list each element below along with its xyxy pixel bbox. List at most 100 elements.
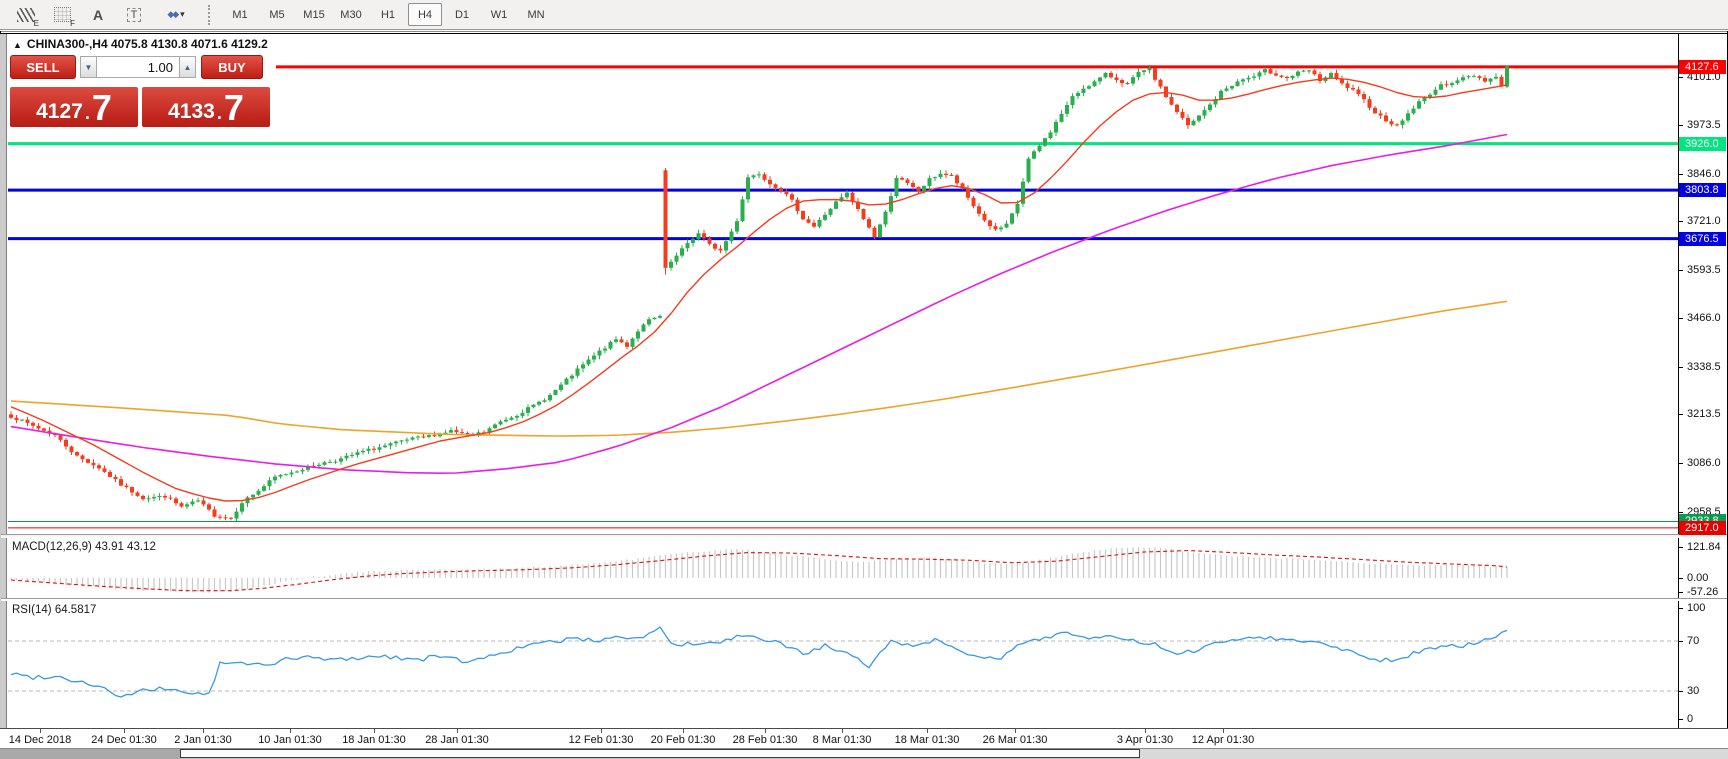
date-tick (374, 729, 375, 733)
timeframe-button-H4[interactable]: H4 (408, 3, 442, 26)
date-tick (601, 729, 602, 733)
timeframe-button-group: M1 M5 M15 M30 H1 H4 D1 W1 MN (223, 3, 556, 26)
textbox-icon[interactable]: T (118, 3, 150, 27)
date-label: 18 Jan 01:30 (342, 734, 406, 746)
ohlc-values: 4075.8 4130.8 4071.6 4129.2 (110, 37, 268, 51)
axis-tick-label: 70 (1687, 634, 1700, 647)
main-chart-pane[interactable] (8, 34, 1678, 534)
axis-tick-label: 3721.0 (1687, 215, 1721, 228)
price-axis[interactable]: 4101.0 3973.5 3846.0 3721.0 3593.5 3466.0 3338… (1679, 0, 1727, 759)
ma-mid-line (10, 133, 1508, 475)
axis-tick (1679, 690, 1683, 692)
down-arrow-icon: ▼ (84, 62, 93, 72)
axis-tick-label: 3593.5 (1687, 263, 1721, 276)
timeframe-button-M15[interactable]: M15 (303, 8, 325, 21)
axis-tick-label: 0 (1687, 712, 1694, 725)
axis-tick-label: 3846.0 (1687, 167, 1721, 180)
sell-price-display[interactable]: 4127. 7 (10, 87, 138, 127)
axis-tick (1679, 718, 1683, 720)
scrollbar-track-right[interactable] (1140, 749, 1728, 759)
date-tick (927, 729, 928, 733)
text-label-icon[interactable]: A (92, 6, 104, 23)
macd-histogram-layer (10, 547, 1508, 593)
rsi-pane[interactable] (8, 601, 1678, 728)
ma-fast-line (10, 77, 1508, 502)
date-tick (124, 729, 125, 733)
volume-increase-button[interactable]: ▲ (179, 56, 196, 78)
axis-tick (1679, 591, 1683, 593)
axis-tick-label: 3338.5 (1687, 360, 1721, 373)
up-arrow-icon: ▲ (183, 62, 192, 72)
timeframe-button-M30[interactable]: M30 (340, 8, 362, 21)
axis-tick (1679, 366, 1683, 368)
objects-arrange-icon[interactable]: ◆◆ ▾ (167, 9, 185, 19)
date-label: 2 Jan 01:30 (174, 734, 232, 746)
price-axis-separator (1678, 34, 1679, 728)
top-toolbar: E F A T ◆◆ ▾ M1 M5 M15 M30 H1 H4 D1 W1 MN (0, 0, 1728, 30)
ma-slow-line (10, 300, 1508, 437)
volume-decrease-button[interactable]: ▼ (80, 56, 97, 78)
timeframe-button-M5[interactable]: M5 (269, 8, 285, 21)
buy-button[interactable]: BUY (201, 55, 263, 79)
date-label: 28 Feb 01:30 (732, 734, 798, 746)
axis-tick (1679, 640, 1683, 642)
volume-input[interactable] (97, 56, 179, 78)
axis-tick-label: 3213.5 (1687, 408, 1721, 421)
timeframe-button-M1[interactable]: M1 (232, 8, 248, 21)
date-label: 26 Mar 01:30 (982, 734, 1048, 746)
date-label: 10 Jan 01:30 (258, 734, 322, 746)
date-label: 28 Jan 01:30 (425, 734, 489, 746)
axis-tick (1679, 125, 1683, 127)
pane-splitter[interactable] (1, 534, 1727, 538)
timeframe-button-D1[interactable]: D1 (454, 8, 470, 21)
toolbar-grip[interactable] (208, 4, 213, 25)
date-tick (1223, 729, 1224, 733)
scrollbar-track-left[interactable] (0, 749, 180, 759)
axis-tick-label: 30 (1687, 684, 1700, 697)
symbol-period-label: CHINA300-,H4 (26, 37, 108, 51)
date-tick (203, 729, 204, 733)
date-label: 12 Feb 01:30 (568, 734, 634, 746)
timeframe-button-W1[interactable]: W1 (490, 8, 508, 21)
date-label: 20 Feb 01:30 (650, 734, 716, 746)
axis-tick-label: 3973.5 (1687, 119, 1721, 132)
date-tick (290, 729, 291, 733)
axis-tick (1679, 607, 1683, 609)
chart-title: ▲ CHINA300-,H4 4075.8 4130.8 4071.6 4129.… (13, 37, 268, 51)
price-level-badge: 3926.0 (1679, 136, 1726, 151)
one-click-trade-panel: SELL ▼ ▲ BUY 4127.7 4133.7 (10, 55, 270, 127)
date-tick (1015, 729, 1016, 733)
scrollbar-thumb[interactable] (180, 749, 1140, 758)
axis-tick-label: 0.00 (1687, 571, 1709, 584)
date-label: 14 Dec 2018 (8, 734, 72, 746)
date-tick (842, 729, 843, 733)
axis-tick (1679, 414, 1683, 416)
axis-tick-label: 3086.0 (1687, 457, 1721, 469)
price-level-badge: 2917.0 (1679, 520, 1726, 535)
chart-left-gutter (0, 34, 7, 728)
collapse-arrow-icon[interactable]: ▲ (13, 40, 22, 50)
date-tick (683, 729, 684, 733)
pane-splitter[interactable] (1, 598, 1727, 601)
price-level-badge: 3803.8 (1679, 183, 1726, 198)
axis-tick (1679, 511, 1683, 513)
rsi-line (10, 626, 1508, 698)
date-tick (40, 729, 41, 733)
timeframe-button-H1[interactable]: H1 (380, 8, 396, 21)
axis-tick (1679, 173, 1683, 175)
date-axis[interactable]: 14 Dec 2018 24 Dec 01:30 2 Jan 01:30 10 Jan… (0, 729, 1728, 748)
grid-snap-icon[interactable]: F (46, 3, 78, 28)
level-lines-layer (8, 65, 1678, 529)
date-tick (765, 729, 766, 733)
timeframe-button-MN[interactable]: MN (527, 8, 545, 21)
horizontal-scrollbar[interactable] (0, 748, 1728, 759)
macd-pane[interactable] (8, 538, 1678, 598)
sell-button[interactable]: SELL (10, 55, 76, 79)
axis-tick (1679, 546, 1683, 548)
date-tick (457, 729, 458, 733)
axis-tick (1679, 221, 1683, 223)
price-level-badge: 4127.6 (1679, 59, 1726, 74)
buy-price-display[interactable]: 4133. 7 (142, 87, 270, 127)
axis-tick-label: 121.84 (1687, 540, 1721, 553)
expert-hatch-icon[interactable]: E (10, 3, 42, 28)
